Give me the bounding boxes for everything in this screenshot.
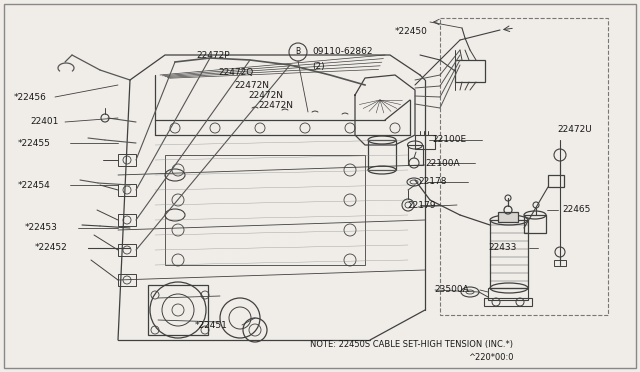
Bar — [488, 288, 528, 300]
Text: (2): (2) — [312, 61, 324, 71]
Text: *22450: *22450 — [395, 28, 428, 36]
Bar — [165, 155, 365, 265]
Text: ^220*00:0: ^220*00:0 — [468, 353, 513, 362]
Text: *22452: *22452 — [35, 244, 68, 253]
Bar — [524, 215, 546, 233]
Bar — [440, 18, 608, 315]
Bar — [148, 285, 208, 335]
Text: 22433: 22433 — [488, 244, 516, 253]
Bar — [498, 212, 518, 222]
Bar — [415, 135, 435, 149]
Text: 22178: 22178 — [418, 177, 447, 186]
Bar — [118, 154, 136, 166]
Text: 22472P: 22472P — [196, 51, 230, 60]
Text: 22472N: 22472N — [248, 90, 283, 99]
Text: *22456: *22456 — [14, 93, 47, 102]
Bar — [118, 184, 136, 196]
Text: 22472N: 22472N — [234, 80, 269, 90]
Bar — [455, 60, 485, 82]
Text: 22100A: 22100A — [425, 158, 460, 167]
Text: *22455: *22455 — [18, 138, 51, 148]
Bar — [368, 140, 396, 170]
Text: *22451: *22451 — [195, 321, 228, 330]
Text: 22472U: 22472U — [557, 125, 592, 135]
Bar — [118, 244, 136, 256]
Text: 22472Q: 22472Q — [218, 67, 253, 77]
Text: NOTE: 22450S CABLE SET-HIGH TENSION (INC.*): NOTE: 22450S CABLE SET-HIGH TENSION (INC… — [310, 340, 513, 350]
Text: 22465: 22465 — [562, 205, 590, 215]
Text: B: B — [296, 48, 301, 57]
Text: 22472N: 22472N — [258, 100, 293, 109]
Bar — [490, 220, 528, 288]
Text: 22100E: 22100E — [432, 135, 466, 144]
Bar — [484, 298, 532, 306]
Bar — [548, 175, 564, 187]
Bar — [118, 214, 136, 226]
Text: 22401: 22401 — [30, 118, 58, 126]
Text: 23500A: 23500A — [434, 285, 468, 295]
Text: 22179: 22179 — [407, 201, 435, 209]
Bar — [408, 145, 423, 165]
Bar — [554, 260, 566, 266]
Text: *22454: *22454 — [18, 180, 51, 189]
Bar — [118, 274, 136, 286]
Text: *22453: *22453 — [25, 224, 58, 232]
Text: 09110-62862: 09110-62862 — [312, 48, 372, 57]
